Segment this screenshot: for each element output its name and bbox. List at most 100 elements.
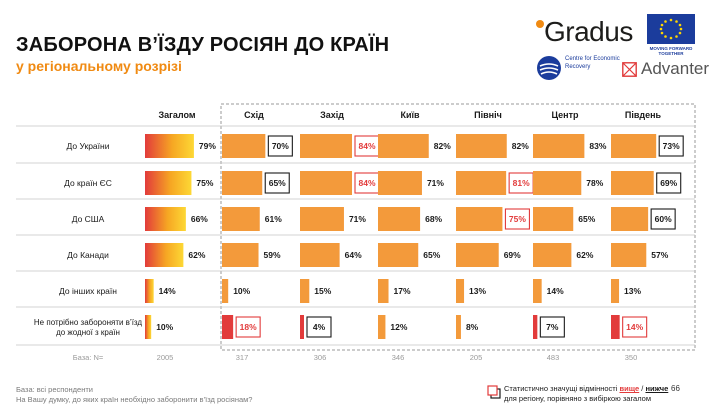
bar-value-label: 10% (156, 322, 173, 332)
gradus-logo-text: Gradus (544, 16, 633, 47)
bar-value-label: 78% (586, 178, 603, 188)
bar (378, 315, 386, 339)
bar-value-label: 15% (314, 286, 331, 296)
bar-value-label: 71% (427, 178, 444, 188)
row-label: До інших країн (59, 286, 117, 296)
bar-value-label: 65% (269, 178, 286, 188)
bar (222, 315, 234, 339)
cer-logo: Centre for Economic Recovery (537, 56, 620, 82)
bar-value-label: 7% (546, 322, 559, 332)
bar-value-label: 69% (504, 250, 521, 260)
bar-value-label: 64% (345, 250, 362, 260)
bar-value-label: 84% (358, 178, 375, 188)
bar-value-label: 13% (624, 286, 641, 296)
bar-value-label: 69% (660, 178, 677, 188)
bar (456, 315, 461, 339)
legend-lower: нижче (645, 384, 669, 393)
page-subtitle: у регіональному розрізі (16, 58, 182, 74)
bar (378, 243, 419, 267)
bar-value-label: 65% (578, 214, 595, 224)
bar-value-label: 68% (425, 214, 442, 224)
column-header: Захід (320, 110, 344, 120)
row-label: Не потрібно забороняти в’їзд (34, 318, 143, 327)
question-text: На Вашу думку, до яких країн необхідно з… (16, 394, 253, 404)
bar-value-label: 60% (655, 214, 672, 224)
cer-logo-text: Centre for Economic Recovery (565, 56, 620, 70)
bar (611, 243, 647, 267)
bar (456, 134, 507, 158)
legend-text-part1: Статистично значущі відмінності (504, 384, 620, 393)
bar-value-label: 57% (651, 250, 668, 260)
legend-separator: / (639, 384, 646, 393)
bar-value-label: 66% (191, 214, 208, 224)
bar (611, 207, 649, 231)
row-label: до жодної з країн (56, 328, 120, 337)
bar (456, 279, 465, 303)
significance-legend: Статистично значущі відмінності вище / н… (487, 384, 687, 406)
significance-box (658, 135, 684, 157)
bar-value-label: 17% (394, 286, 411, 296)
bar (145, 243, 184, 267)
regional-bar-chart: Загалом Схід Захід Київ Північ Центр Південь До… (16, 103, 696, 362)
bar-value-label: 70% (272, 141, 289, 151)
bar-value-label: 12% (390, 322, 407, 332)
column-header: Північ (474, 110, 502, 120)
base-value: 483 (547, 353, 560, 362)
gradus-logo: Gradus (536, 16, 636, 54)
bar (611, 315, 620, 339)
base-value: 346 (392, 353, 405, 362)
bar-value-label: 65% (423, 250, 440, 260)
gradus-dot-icon (536, 20, 544, 28)
bar-value-label: 79% (199, 141, 216, 151)
significance-box (267, 135, 293, 157)
significance-box (504, 208, 530, 230)
footnote: База: всі респонденти На Вашу думку, до … (16, 385, 252, 404)
row-label: До США (72, 214, 105, 224)
bar (533, 279, 542, 303)
significance-box (264, 172, 290, 194)
column-header: Загалом (158, 110, 195, 120)
bar-value-label: 82% (434, 141, 451, 151)
bar (533, 207, 574, 231)
bar-value-label: 62% (188, 250, 205, 260)
bar (300, 207, 344, 231)
significance-legend-text: Статистично значущі відмінності вище / н… (504, 384, 689, 403)
significance-box (306, 316, 332, 338)
bar (300, 279, 310, 303)
eu-logo-text: MOVING FORWARD TOGETHER (649, 46, 693, 56)
bar (300, 243, 340, 267)
bar-value-label: 14% (626, 322, 643, 332)
legend-higher: вище (619, 384, 640, 393)
bar-value-label: 82% (512, 141, 529, 151)
bar (611, 134, 657, 158)
bar-value-label: 8% (466, 322, 479, 332)
bar (145, 134, 194, 158)
bar-value-label: 14% (547, 286, 564, 296)
regions-frame (220, 103, 696, 351)
eu-logo: MOVING FORWARD TOGETHER (642, 14, 700, 62)
bar (222, 207, 260, 231)
legend-text-part2: для регіону, порівняно з вибіркою загало… (504, 393, 651, 403)
column-header: Схід (244, 110, 264, 120)
significance-box (650, 208, 676, 230)
advanter-logo-text: Advanter (641, 59, 710, 78)
bar-value-label: 61% (265, 214, 282, 224)
base-value: 2005 (157, 353, 174, 362)
bar (378, 171, 422, 195)
bar-value-label: 10% (233, 286, 250, 296)
column-header: Південь (625, 110, 662, 120)
bar (300, 315, 304, 339)
base-value: 205 (470, 353, 483, 362)
significance-box (622, 316, 648, 338)
bar (456, 243, 499, 267)
bar (378, 134, 429, 158)
column-header: Центр (551, 110, 579, 120)
significance-box (539, 316, 565, 338)
advanter-mark-icon (622, 62, 637, 77)
bar-value-label: 18% (240, 322, 257, 332)
eu-flag-icon (647, 14, 695, 44)
bar (222, 171, 263, 195)
bar (222, 279, 229, 303)
bar (145, 279, 154, 303)
advanter-logo: Advanter (622, 59, 710, 82)
